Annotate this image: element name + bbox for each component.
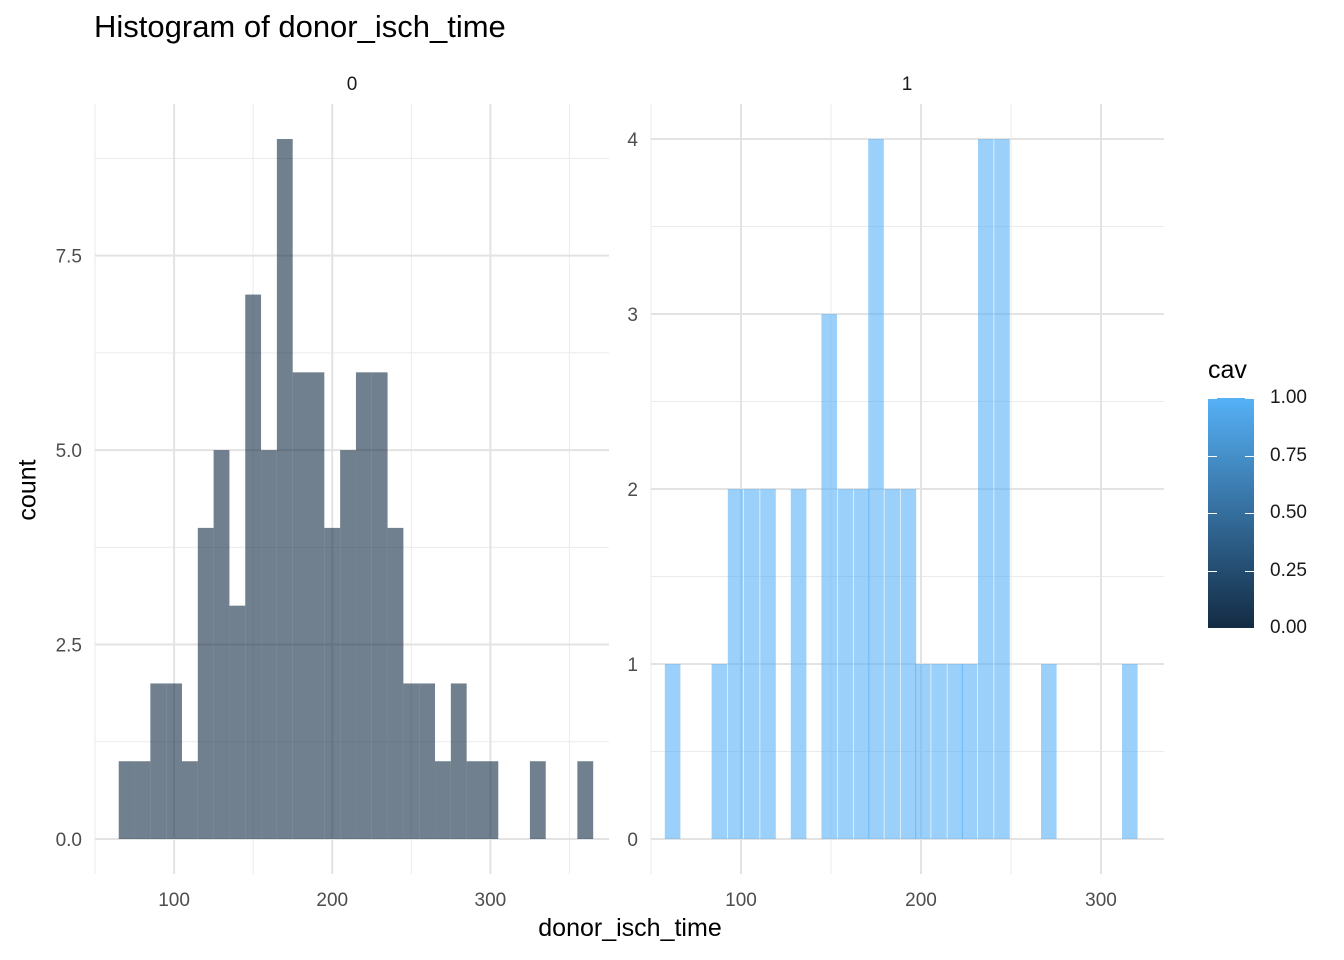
histogram-bar <box>276 139 293 839</box>
histogram-bar <box>213 450 230 839</box>
x-tick-label: 300 <box>1085 890 1117 911</box>
legend-label: 0.25 <box>1270 559 1307 581</box>
legend-label: 0.50 <box>1270 502 1307 523</box>
histogram-bar <box>355 372 372 839</box>
colorbar-tick <box>1245 628 1254 629</box>
colorbar-tick <box>1245 513 1254 514</box>
colorbar-tick <box>1245 455 1254 457</box>
legend-title: cav <box>1208 356 1247 384</box>
histogram-bar <box>245 294 262 839</box>
x-axis-label: donor_isch_time <box>538 914 722 942</box>
legend-colorbar <box>1208 398 1254 629</box>
histogram-bar <box>166 683 182 839</box>
histogram-bar <box>419 683 436 839</box>
y-tick-label: 1 <box>627 655 638 676</box>
legend-label: 0.75 <box>1270 444 1307 466</box>
histogram-bar <box>744 489 760 839</box>
histogram-bar <box>1122 664 1138 839</box>
chart-title: Histogram of donor_isch_time <box>94 9 506 44</box>
y-tick-label: 0.0 <box>56 830 82 851</box>
histogram-bar <box>915 664 931 839</box>
histogram-bar <box>961 664 978 839</box>
colorbar-tick <box>1208 570 1217 572</box>
x-tick-label: 200 <box>905 890 937 911</box>
facet-label-0: 0 <box>346 74 358 95</box>
histogram-bar <box>466 761 483 839</box>
histogram-bar <box>308 372 325 839</box>
histogram-bar <box>947 664 963 839</box>
histogram-bar <box>324 527 341 839</box>
histogram-bar <box>577 761 594 839</box>
histogram-bar <box>711 664 728 839</box>
histogram-bar <box>181 761 198 839</box>
colorbar-tick <box>1208 628 1217 629</box>
y-tick-label: 4 <box>627 130 638 151</box>
histogram-bar <box>450 683 467 839</box>
histogram-bar <box>1041 664 1057 839</box>
facet-label-1: 1 <box>901 74 913 95</box>
histogram-bar <box>261 450 277 839</box>
legend-label: 0.00 <box>1270 617 1307 638</box>
histogram-bar <box>821 314 837 839</box>
histogram-bar <box>760 489 776 839</box>
histogram-bar <box>931 664 947 839</box>
x-tick-label: 300 <box>475 890 507 911</box>
histogram-bar <box>371 372 388 839</box>
histogram-bar <box>727 489 744 839</box>
histogram-bar <box>994 139 1010 839</box>
histogram-bar <box>340 450 356 839</box>
y-tick-label: 3 <box>627 305 638 326</box>
y-tick-label: 7.5 <box>56 247 82 268</box>
y-tick-label: 2.5 <box>56 636 82 657</box>
histogram-bar <box>118 761 135 839</box>
histogram-bar <box>134 761 151 839</box>
histogram-bar <box>853 489 870 839</box>
colorbar-tick <box>1245 570 1254 572</box>
histogram-bar <box>884 489 900 839</box>
histogram-bar <box>482 761 499 839</box>
histogram-bar <box>790 489 807 839</box>
y-tick-label: 5.0 <box>56 441 82 462</box>
legend-label: 1.00 <box>1270 387 1307 408</box>
histogram-bar <box>529 761 546 839</box>
histogram-bar <box>197 527 214 839</box>
x-tick-label: 100 <box>725 890 757 911</box>
histogram-bar <box>387 527 404 839</box>
x-tick-label: 200 <box>316 890 348 911</box>
colorbar-tick <box>1208 398 1217 399</box>
histogram-bar <box>978 139 994 839</box>
histogram-bar <box>868 139 884 839</box>
y-tick-label: 2 <box>627 480 638 501</box>
colorbar-tick <box>1208 513 1217 514</box>
histogram-bar <box>403 683 420 839</box>
colorbar-tick <box>1245 398 1254 399</box>
histogram-bar <box>150 683 167 839</box>
y-tick-label: 0 <box>627 830 638 851</box>
colorbar-tick <box>1208 455 1217 457</box>
histogram-bar <box>435 761 451 839</box>
histogram-bar <box>900 489 917 839</box>
x-tick-label: 100 <box>158 890 190 911</box>
histogram-bar <box>229 605 246 839</box>
histogram-bar <box>292 372 309 839</box>
histogram-bar <box>837 489 854 839</box>
histogram-bar <box>664 664 681 839</box>
